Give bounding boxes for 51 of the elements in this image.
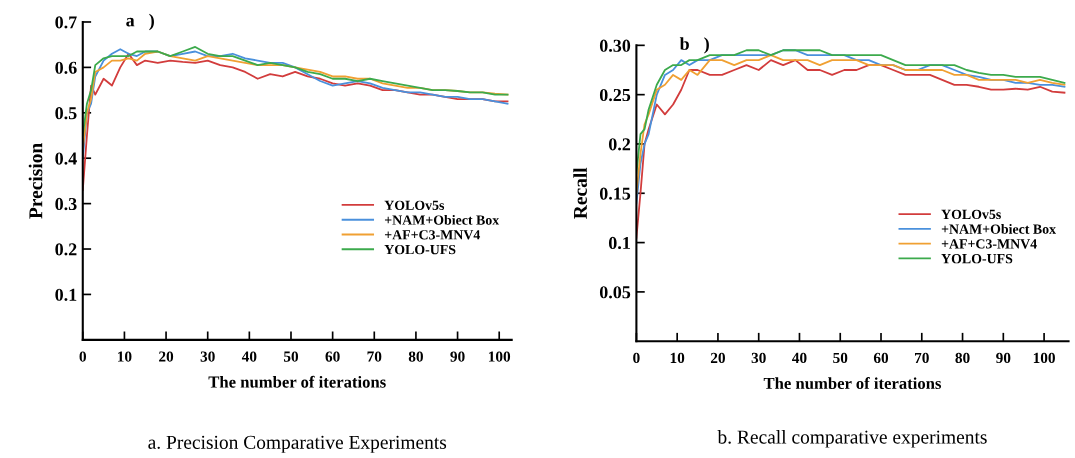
x-tick-label: 50 — [283, 351, 299, 362]
legend-label: YOLO-UFS — [384, 244, 456, 255]
x-tick-label: 10 — [670, 352, 685, 364]
text: b. Recall comparative experiments — [717, 429, 987, 448]
legend-label: +NAM+Obiect Box — [384, 214, 500, 225]
legend-label: YOLOv5s — [941, 209, 1001, 220]
y-tick-label: 0.2 — [608, 138, 631, 151]
y-tick-label: 0.6 — [55, 61, 77, 74]
x-axis-title: The number of iterations — [763, 377, 942, 390]
x-tick-label: 60 — [325, 351, 340, 362]
x-tick-label: 30 — [751, 352, 766, 364]
legend-label: YOLOv5s — [384, 200, 445, 210]
legend-label: +AF+C3-MNV4 — [941, 239, 1037, 249]
x-tick-label: 90 — [450, 351, 465, 362]
x-tick-label: 40 — [792, 352, 807, 364]
x-tick-label: 100 — [1033, 352, 1055, 364]
x-tick-label: 0 — [79, 351, 87, 362]
annotation: b ) — [679, 37, 709, 54]
x-tick-label: 100 — [488, 351, 511, 362]
y-tick-label: 0.25 — [599, 88, 631, 102]
legend-label: YOLO-UFS — [941, 253, 1013, 264]
x-tick-label: 70 — [915, 352, 929, 364]
y-tick-label: 0.1 — [55, 288, 77, 301]
legend-label: +AF+C3-MNV4 — [384, 230, 481, 240]
y-axis-title: Precision — [28, 143, 43, 219]
y-tick-label: 0.5 — [55, 107, 77, 120]
annotation: a ) — [126, 13, 154, 31]
y-tick-label: 0.15 — [599, 187, 631, 200]
y-tick-label: 0.4 — [55, 152, 77, 165]
text: a. Precision Comparative Experiments — [148, 435, 447, 453]
x-tick-label: 80 — [408, 351, 423, 362]
x-tick-label: 20 — [159, 351, 174, 362]
x-axis-title: The number of iterations — [208, 375, 386, 388]
x-tick-label: 0 — [633, 352, 640, 364]
x-tick-label: 50 — [833, 352, 848, 364]
x-tick-label: 30 — [200, 351, 215, 362]
x-tick-label: 10 — [118, 351, 132, 362]
x-tick-label: 20 — [710, 352, 725, 364]
y-tick-label: 0.30 — [599, 39, 631, 52]
y-tick-label: 0.05 — [599, 286, 631, 299]
y-tick-label: 0.3 — [55, 197, 77, 211]
y-tick-label: 0.7 — [55, 16, 77, 29]
x-tick-label: 90 — [996, 352, 1011, 364]
x-tick-label: 80 — [955, 352, 970, 364]
x-tick-label: 40 — [241, 351, 257, 362]
y-tick-label: 0.2 — [55, 243, 77, 256]
y-axis-title: Recall — [573, 167, 587, 219]
x-tick-label: 70 — [367, 351, 382, 362]
x-tick-label: 60 — [873, 352, 889, 364]
y-tick-label: 0.1 — [608, 236, 630, 250]
legend-label: +NAM+Obiect Box — [941, 224, 1056, 234]
